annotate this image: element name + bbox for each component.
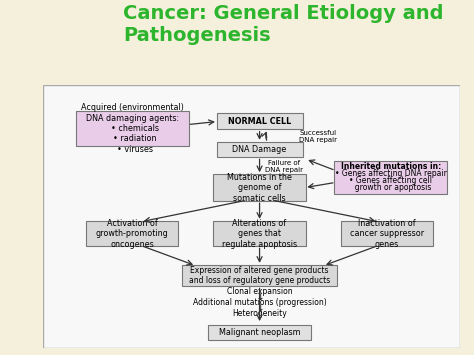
FancyBboxPatch shape bbox=[341, 221, 433, 246]
Text: Mutations in the
genome of
somatic cells: Mutations in the genome of somatic cells bbox=[227, 173, 292, 203]
Text: growth or apoptosis: growth or apoptosis bbox=[350, 183, 432, 192]
Text: Expression of altered gene products
and loss of regulatory gene products: Expression of altered gene products and … bbox=[189, 266, 330, 285]
FancyBboxPatch shape bbox=[43, 85, 460, 348]
FancyBboxPatch shape bbox=[217, 114, 302, 130]
Text: Malignant neoplasm: Malignant neoplasm bbox=[219, 328, 301, 337]
Text: • Genes affecting cell: • Genes affecting cell bbox=[349, 176, 432, 185]
Text: Acquired (environmental)
DNA damaging agents:
  • chemicals
  • radiation
  • vi: Acquired (environmental) DNA damaging ag… bbox=[81, 103, 184, 154]
FancyBboxPatch shape bbox=[335, 160, 447, 194]
Text: • Genes affecting DNA repair: • Genes affecting DNA repair bbox=[335, 169, 447, 178]
FancyBboxPatch shape bbox=[86, 221, 178, 246]
Text: Cancer: General Etiology and
Pathogenesis: Cancer: General Etiology and Pathogenesi… bbox=[123, 4, 444, 45]
FancyBboxPatch shape bbox=[213, 221, 306, 246]
FancyBboxPatch shape bbox=[213, 174, 306, 201]
Text: Inactivation of
cancer suppressor
genes: Inactivation of cancer suppressor genes bbox=[350, 219, 424, 248]
Text: Additional mutations (progression): Additional mutations (progression) bbox=[193, 298, 327, 307]
Text: ↓: ↓ bbox=[256, 293, 264, 302]
Text: Heterogeneity: Heterogeneity bbox=[232, 309, 287, 318]
Text: Alterations of
genes that
regulate apoptosis: Alterations of genes that regulate apopt… bbox=[222, 219, 297, 248]
Text: NORMAL CELL: NORMAL CELL bbox=[228, 117, 291, 126]
FancyBboxPatch shape bbox=[76, 111, 189, 146]
Text: ↓: ↓ bbox=[256, 304, 264, 313]
FancyBboxPatch shape bbox=[208, 324, 311, 340]
Text: Clonal expansion: Clonal expansion bbox=[227, 287, 292, 296]
Text: Failure of
DNA repair: Failure of DNA repair bbox=[265, 160, 303, 173]
Text: Inherited mutations in:: Inherited mutations in: bbox=[341, 162, 441, 171]
FancyBboxPatch shape bbox=[182, 265, 337, 286]
Text: Successful
DNA repair: Successful DNA repair bbox=[299, 130, 337, 143]
Text: Activation of
growth-promoting
oncogenes: Activation of growth-promoting oncogenes bbox=[96, 219, 169, 248]
FancyBboxPatch shape bbox=[217, 142, 302, 157]
Text: DNA Damage: DNA Damage bbox=[232, 145, 287, 154]
